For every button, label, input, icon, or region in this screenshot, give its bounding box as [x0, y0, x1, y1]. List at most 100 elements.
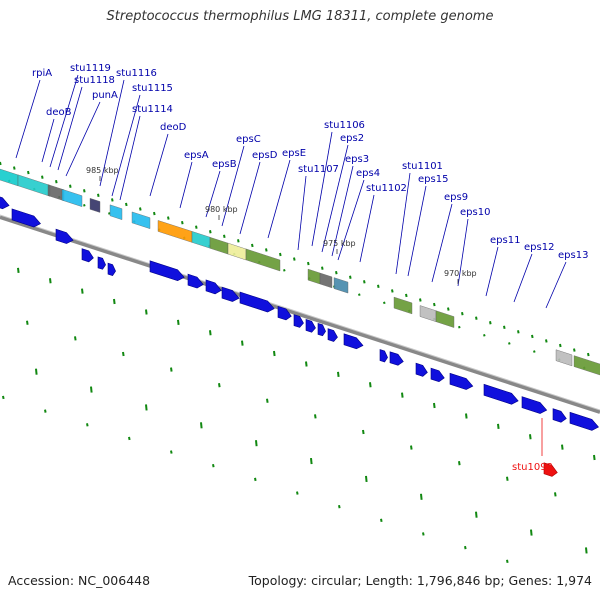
cog-tick	[383, 301, 386, 305]
cog-feature-bar	[131, 211, 151, 229]
leader-line-stu1118	[57, 86, 83, 171]
gene-arrow	[415, 362, 428, 377]
cog-tick	[27, 170, 30, 175]
gene-label-eps11: eps11	[490, 235, 520, 246]
cog-tick	[529, 434, 532, 440]
cog-tick	[212, 464, 215, 468]
gene-label-stu1119: stu1119	[70, 63, 111, 74]
cog-feature-bar	[555, 349, 573, 367]
gene-label-epsC: epsC	[236, 134, 261, 145]
cog-tick	[74, 336, 77, 341]
cog-tick	[170, 367, 173, 372]
leader-line-stu1119	[49, 74, 79, 168]
cog-tick	[531, 334, 534, 339]
cog-tick	[475, 511, 478, 518]
cog-tick	[26, 320, 29, 325]
gene-label-eps15: eps15	[418, 174, 448, 185]
cog-tick	[69, 184, 72, 188]
gene-arrow	[343, 333, 364, 350]
cog-feature-bar	[307, 268, 321, 285]
cog-tick	[153, 211, 156, 216]
cog-feature-bar	[47, 184, 65, 202]
gene-arrow	[11, 208, 41, 228]
leader-line-eps11	[485, 246, 499, 297]
leader-line-deoD	[149, 133, 169, 197]
leader-line-stu1106	[311, 131, 333, 247]
cog-tick	[122, 351, 125, 357]
gene-label-stu1114: stu1114	[132, 104, 173, 115]
cog-feature-bar	[419, 305, 437, 322]
cog-tick	[362, 429, 365, 435]
cog-tick	[559, 343, 562, 348]
leader-line-stu1116	[99, 79, 125, 187]
cog-tick	[86, 423, 89, 427]
cog-tick	[458, 325, 461, 329]
cog-tick	[349, 275, 352, 279]
cog-tick	[296, 491, 299, 495]
cog-tick	[391, 289, 394, 293]
cog-feature-bar	[109, 204, 123, 220]
gene-arrow	[239, 291, 275, 313]
cog-tick	[545, 339, 548, 343]
cog-tick	[517, 330, 520, 334]
cog-tick	[380, 518, 383, 523]
cog-tick	[433, 302, 436, 307]
gene-arrow	[521, 396, 548, 414]
cog-feature-bar	[209, 237, 229, 255]
leader-line-eps12	[513, 253, 533, 303]
leader-line-epsC	[221, 145, 245, 227]
gene-label-epsD: epsD	[252, 150, 278, 161]
cog-tick	[170, 450, 173, 454]
gene-arrow	[81, 248, 94, 263]
cog-tick	[533, 350, 536, 353]
cog-feature-bar	[17, 174, 51, 197]
cog-tick	[177, 319, 180, 325]
cog-tick	[338, 504, 341, 509]
gene-arrow	[552, 408, 567, 423]
gene-arrow	[221, 286, 240, 302]
cog-tick	[461, 311, 464, 316]
leader-line-stu1101	[395, 172, 411, 275]
cog-tick	[237, 239, 240, 243]
cog-tick	[483, 334, 486, 337]
map-title: Streptococcus thermophilus LMG 18311, co…	[106, 9, 494, 24]
leader-line-epsB	[205, 170, 221, 218]
leader-line-punA	[65, 101, 101, 177]
gene-arrow	[0, 196, 10, 210]
cog-tick	[447, 307, 450, 311]
cog-tick	[223, 234, 226, 238]
cog-tick	[554, 492, 557, 497]
gene-arrow	[277, 305, 292, 321]
gene-label-eps9: eps9	[444, 192, 468, 203]
cog-tick	[241, 340, 244, 346]
gene-label-deoB: deoB	[46, 107, 72, 118]
gene-label-eps4: eps4	[356, 168, 380, 179]
cog-tick	[314, 414, 317, 419]
cog-tick	[97, 193, 100, 198]
cog-feature-bar	[61, 188, 83, 207]
cog-feature-bar	[573, 355, 600, 376]
cog-tick	[49, 278, 52, 284]
cog-tick	[44, 409, 47, 413]
cog-tick	[273, 350, 276, 357]
gene-label-stu1107: stu1107	[298, 164, 339, 175]
gene-label-stu1116: stu1116	[116, 68, 157, 79]
gene-label-epsE: epsE	[282, 148, 306, 159]
cog-tick	[2, 395, 5, 400]
gene-arrow	[327, 328, 338, 342]
cog-tick	[410, 445, 413, 450]
cog-tick	[218, 383, 221, 388]
leader-line-epsE	[267, 159, 291, 239]
cog-tick-layer	[0, 161, 596, 563]
cog-tick	[593, 454, 596, 461]
gene-arrow-layer	[0, 196, 599, 477]
cog-tick	[420, 493, 423, 500]
cog-tick	[530, 529, 533, 536]
gene-label-epsB: epsB	[212, 159, 237, 170]
gene-arrow	[379, 349, 388, 363]
cog-tick	[113, 298, 116, 305]
cog-tick	[587, 352, 590, 357]
cog-tick	[506, 559, 509, 563]
gene-label-eps12: eps12	[524, 242, 554, 253]
gene-label-eps10: eps10	[460, 207, 490, 218]
